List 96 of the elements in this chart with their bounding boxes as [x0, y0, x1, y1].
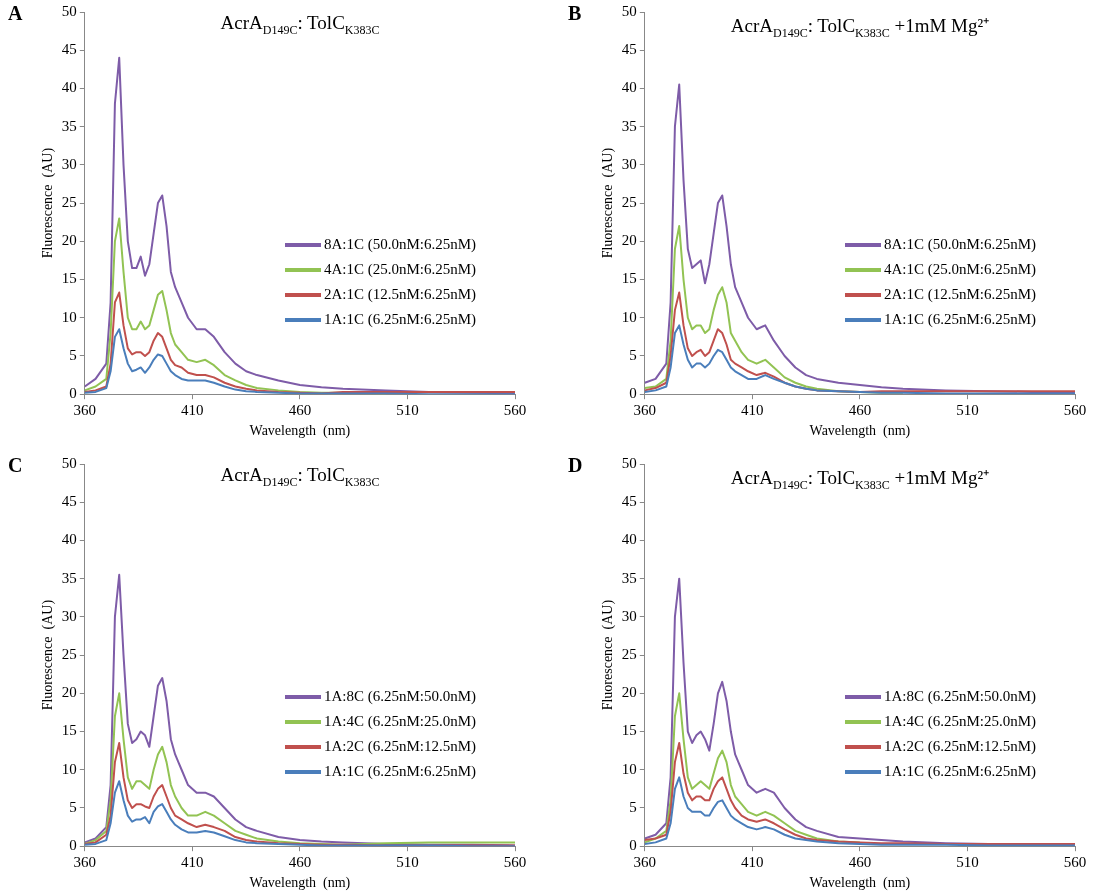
legend-label: 1A:8C (6.25nM:50.0nM) — [324, 688, 477, 705]
x-tick-label: 460 — [288, 402, 312, 419]
legend-label: 8A:1C (50.0nM:6.25nM) — [324, 236, 477, 253]
legend-label: 8A:1C (50.0nM:6.25nM) — [884, 236, 1037, 253]
y-tick-label: 35 — [621, 569, 637, 586]
y-tick-label: 0 — [629, 837, 637, 854]
legend-label: 1A:1C (6.25nM:6.25nM) — [884, 763, 1037, 780]
x-tick-label: 560 — [1063, 402, 1087, 419]
y-tick-label: 40 — [621, 79, 637, 96]
x-tick-label: 460 — [848, 402, 872, 419]
y-tick-label: 35 — [61, 117, 77, 134]
x-tick-label: 410 — [181, 854, 204, 871]
y-tick-label: 50 — [61, 454, 77, 471]
x-tick-label: 410 — [741, 402, 764, 419]
x-tick-label: 360 — [73, 402, 97, 419]
x-tick-label: 360 — [633, 854, 657, 871]
chart-title: AcrA$_{D149C}$: TolC$_{K383C}$ +1mM Mg²⁺ — [729, 466, 991, 493]
x-tick-label: 560 — [1063, 854, 1087, 871]
x-tick-label: 460 — [848, 854, 872, 871]
legend-label: 2A:1C (12.5nM:6.25nM) — [324, 286, 477, 303]
y-tick-label: 45 — [621, 493, 637, 510]
y-tick-label: 5 — [69, 346, 77, 363]
y-tick-label: 15 — [61, 722, 77, 739]
x-tick-label: 460 — [288, 854, 312, 871]
text: B — [568, 2, 582, 25]
x-axis-title: Wavelength (nm) — [809, 423, 911, 440]
text: C — [8, 454, 23, 477]
y-tick-label: 50 — [61, 2, 77, 19]
x-tick-label: 560 — [503, 402, 527, 419]
legend-label: 4A:1C (25.0nM:6.25nM) — [324, 261, 477, 278]
y-tick-label: 40 — [61, 531, 77, 548]
x-tick-label: 510 — [956, 402, 979, 419]
y-tick-label: 5 — [629, 346, 637, 363]
y-tick-label: 25 — [61, 646, 77, 663]
x-tick-label: 360 — [633, 402, 657, 419]
legend-label: 1A:2C (6.25nM:12.5nM) — [884, 738, 1037, 755]
legend-label: 1A:4C (6.25nM:25.0nM) — [884, 713, 1037, 730]
chart-title: AcrA$_{D149C}$: TolC$_{K383C}$ — [219, 12, 381, 38]
text: A — [8, 2, 23, 25]
legend-label: 1A:4C (6.25nM:25.0nM) — [324, 713, 477, 730]
y-tick-label: 20 — [621, 684, 637, 701]
y-tick-label: 10 — [61, 760, 77, 777]
y-tick-label: 15 — [621, 270, 637, 287]
legend-label: 2A:1C (12.5nM:6.25nM) — [884, 286, 1037, 303]
chart-title: AcrA$_{D149C}$: TolC$_{K383C}$ — [219, 464, 381, 490]
y-axis-title: Fluorescence (AU) — [40, 599, 57, 711]
y-tick-label: 35 — [61, 569, 77, 586]
y-tick-label: 50 — [621, 2, 637, 19]
y-tick-label: 40 — [621, 531, 637, 548]
y-tick-label: 25 — [621, 194, 637, 211]
y-tick-label: 20 — [61, 232, 77, 249]
y-axis-title: Fluorescence (AU) — [40, 147, 57, 259]
y-axis-title: Fluorescence (AU) — [600, 599, 617, 711]
x-axis-title: Wavelength (nm) — [249, 423, 351, 440]
legend-label: 1A:1C (6.25nM:6.25nM) — [324, 311, 477, 328]
y-tick-label: 40 — [61, 79, 77, 96]
y-tick-label: 35 — [621, 117, 637, 134]
x-axis-title: Wavelength (nm) — [249, 875, 351, 892]
y-tick-label: 50 — [621, 454, 637, 471]
y-tick-label: 45 — [61, 493, 77, 510]
chart-title: AcrA$_{D149C}$: TolC$_{K383C}$ +1mM Mg²⁺ — [729, 14, 991, 41]
y-tick-label: 15 — [61, 270, 77, 287]
y-tick-label: 0 — [629, 385, 637, 402]
y-tick-label: 20 — [61, 684, 77, 701]
y-tick-label: 5 — [69, 798, 77, 815]
legend-label: 4A:1C (25.0nM:6.25nM) — [884, 261, 1037, 278]
x-tick-label: 510 — [956, 854, 979, 871]
y-tick-label: 15 — [621, 722, 637, 739]
y-axis-title: Fluorescence (AU) — [600, 147, 617, 259]
x-tick-label: 510 — [396, 854, 419, 871]
text: D — [568, 454, 583, 477]
y-tick-label: 5 — [629, 798, 637, 815]
legend-label: 1A:8C (6.25nM:50.0nM) — [884, 688, 1037, 705]
y-tick-label: 30 — [61, 155, 77, 172]
y-tick-label: 25 — [621, 646, 637, 663]
y-tick-label: 45 — [61, 41, 77, 58]
x-tick-label: 410 — [741, 854, 764, 871]
y-tick-label: 25 — [61, 194, 77, 211]
y-tick-label: 45 — [621, 41, 637, 58]
x-tick-label: 560 — [503, 854, 527, 871]
y-tick-label: 0 — [69, 837, 77, 854]
legend-label: 1A:1C (6.25nM:6.25nM) — [884, 311, 1037, 328]
y-tick-label: 10 — [621, 760, 637, 777]
x-tick-label: 510 — [396, 402, 419, 419]
y-tick-label: 30 — [621, 607, 637, 624]
y-tick-label: 10 — [621, 308, 637, 325]
legend-label: 1A:1C (6.25nM:6.25nM) — [324, 763, 477, 780]
y-tick-label: 0 — [69, 385, 77, 402]
y-tick-label: 30 — [621, 155, 637, 172]
y-tick-label: 10 — [61, 308, 77, 325]
y-tick-label: 20 — [621, 232, 637, 249]
x-tick-label: 360 — [73, 854, 97, 871]
legend-label: 1A:2C (6.25nM:12.5nM) — [324, 738, 477, 755]
x-axis-title: Wavelength (nm) — [809, 875, 911, 892]
y-tick-label: 30 — [61, 607, 77, 624]
x-tick-label: 410 — [181, 402, 204, 419]
